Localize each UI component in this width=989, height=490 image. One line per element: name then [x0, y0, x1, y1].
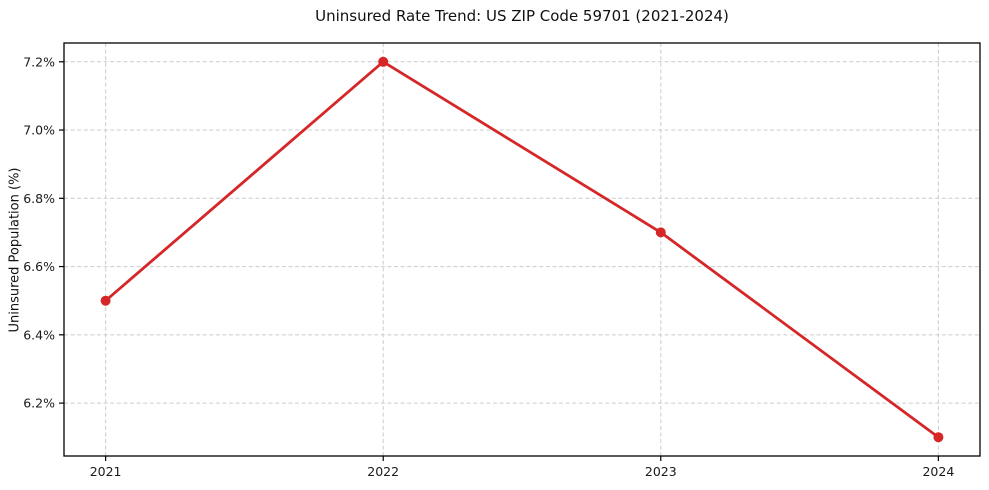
- plot-border: [63, 42, 981, 457]
- x-tick-label: 2023: [645, 464, 677, 479]
- y-tick-label: 6.4%: [23, 327, 55, 342]
- data-point-marker: [655, 227, 666, 238]
- data-point-marker: [100, 295, 111, 306]
- x-tick-label: 2022: [367, 464, 399, 479]
- y-tick-label: 6.6%: [23, 259, 55, 274]
- data-point-marker: [933, 432, 944, 443]
- trend-line: [104, 60, 940, 439]
- x-tick-label: 2021: [90, 464, 122, 479]
- chart-title: Uninsured Rate Trend: US ZIP Code 59701 …: [315, 7, 729, 25]
- y-tick-label: 6.8%: [23, 191, 55, 206]
- data-point-marker: [378, 56, 389, 67]
- y-tick-label: 6.2%: [23, 396, 55, 411]
- y-tick-label: 7.2%: [23, 54, 55, 69]
- y-tick-label: 7.0%: [23, 123, 55, 138]
- x-tick-label: 2024: [922, 464, 954, 479]
